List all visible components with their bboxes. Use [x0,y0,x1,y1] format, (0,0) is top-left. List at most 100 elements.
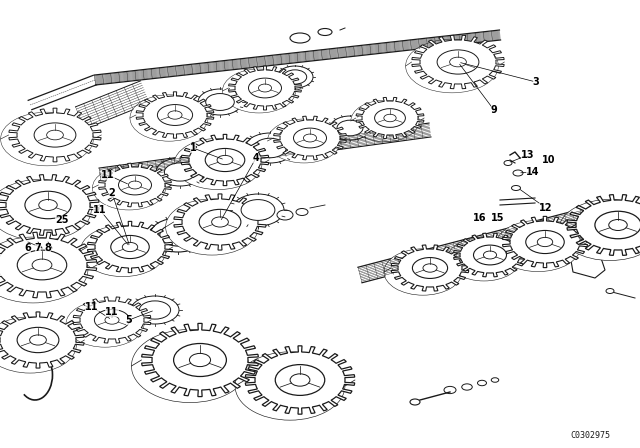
Polygon shape [245,346,355,414]
Ellipse shape [189,353,211,366]
Ellipse shape [80,225,166,276]
Ellipse shape [111,236,149,258]
Ellipse shape [32,259,52,271]
Ellipse shape [118,175,152,195]
Ellipse shape [235,352,345,420]
Text: 4: 4 [253,153,259,163]
Text: 1: 1 [189,143,196,153]
Ellipse shape [17,327,59,353]
Ellipse shape [130,95,208,141]
Ellipse shape [39,199,57,211]
Ellipse shape [232,194,284,226]
Polygon shape [0,312,84,368]
Ellipse shape [412,258,447,279]
Ellipse shape [606,289,614,293]
Ellipse shape [164,163,196,181]
Text: 11: 11 [101,170,115,180]
Ellipse shape [423,264,437,272]
Ellipse shape [384,249,462,295]
Ellipse shape [351,100,419,142]
Ellipse shape [129,181,141,189]
Text: 14: 14 [526,167,540,177]
Ellipse shape [34,123,76,147]
Ellipse shape [66,301,144,347]
Ellipse shape [330,116,370,140]
Ellipse shape [95,310,129,331]
Ellipse shape [174,138,262,190]
Ellipse shape [131,329,248,403]
Text: 3: 3 [532,77,540,87]
Polygon shape [99,163,172,207]
Polygon shape [28,75,97,110]
Polygon shape [99,123,431,182]
Ellipse shape [410,399,420,405]
Ellipse shape [245,133,295,163]
Text: C0302975: C0302975 [570,431,610,439]
Polygon shape [567,194,640,255]
Ellipse shape [538,237,553,246]
Text: 8: 8 [45,243,51,253]
Ellipse shape [290,374,310,386]
Ellipse shape [595,211,640,239]
Polygon shape [181,134,269,185]
Polygon shape [0,232,97,298]
Ellipse shape [495,220,580,271]
Ellipse shape [474,245,506,265]
Text: 10: 10 [542,155,556,165]
Ellipse shape [294,128,326,148]
Ellipse shape [504,160,512,165]
Ellipse shape [437,50,479,74]
Ellipse shape [157,104,193,125]
Ellipse shape [131,296,179,324]
Text: 6: 6 [24,243,31,253]
Text: 12: 12 [540,203,553,213]
Ellipse shape [198,89,242,115]
Text: 5: 5 [125,315,132,325]
Ellipse shape [173,344,227,376]
Ellipse shape [150,218,206,252]
Ellipse shape [223,69,296,113]
Ellipse shape [25,191,71,219]
Ellipse shape [253,138,286,158]
Ellipse shape [29,335,46,345]
Ellipse shape [241,200,275,220]
Polygon shape [141,323,259,396]
Ellipse shape [277,210,293,220]
Ellipse shape [205,94,234,111]
Polygon shape [502,216,588,267]
Ellipse shape [290,33,310,43]
Ellipse shape [303,134,317,142]
Ellipse shape [105,316,119,324]
Polygon shape [454,233,526,277]
Ellipse shape [248,78,282,98]
Ellipse shape [17,250,67,280]
Text: 9: 9 [491,105,497,115]
Polygon shape [0,175,99,235]
Polygon shape [9,108,101,162]
Ellipse shape [160,224,196,246]
Ellipse shape [217,155,233,164]
Ellipse shape [450,57,467,67]
Ellipse shape [525,230,564,254]
Text: 11: 11 [93,205,107,215]
Ellipse shape [284,70,307,84]
Ellipse shape [511,185,520,190]
Ellipse shape [492,378,499,382]
Ellipse shape [559,199,640,260]
Ellipse shape [168,111,182,119]
Ellipse shape [296,208,308,215]
Ellipse shape [444,386,456,394]
Text: 16: 16 [473,213,487,223]
Ellipse shape [259,84,271,92]
Ellipse shape [461,384,472,390]
Ellipse shape [447,237,520,281]
Polygon shape [412,35,504,89]
Ellipse shape [337,120,363,136]
Polygon shape [76,81,150,129]
Ellipse shape [156,158,204,186]
Ellipse shape [92,166,166,210]
Polygon shape [136,92,214,138]
Ellipse shape [122,242,138,252]
Polygon shape [274,116,346,160]
Ellipse shape [1,112,93,166]
